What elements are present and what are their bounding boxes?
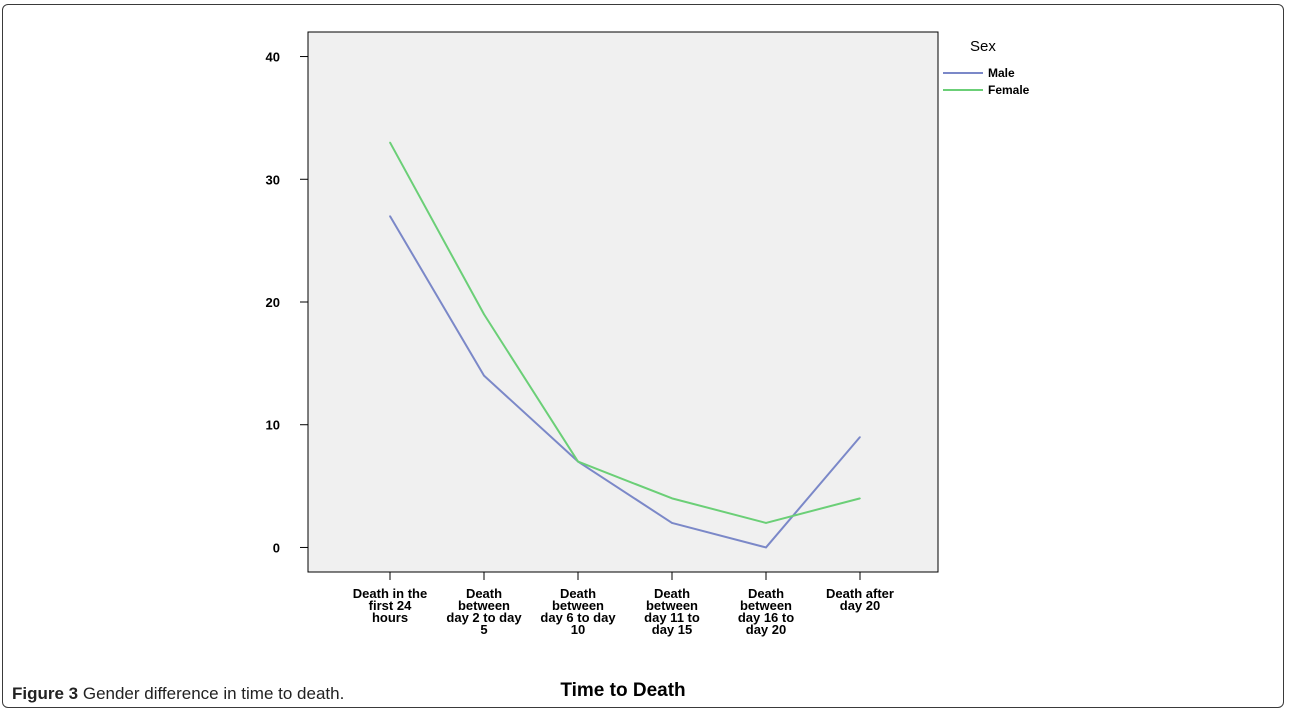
data-point-female	[483, 313, 485, 316]
plot-area	[307, 31, 939, 573]
data-point-male	[859, 436, 861, 438]
legend-label-female: Female	[988, 83, 1030, 97]
data-point-female	[765, 522, 767, 524]
legend: Sex Male Female	[943, 38, 1030, 97]
y-tick-label: 0	[273, 540, 280, 555]
x-tick-label: Death between day 6 to day 10	[540, 586, 616, 637]
caption-text: Gender difference in time to death.	[78, 684, 345, 703]
series-line-male	[389, 215, 861, 549]
data-point-male	[671, 522, 673, 524]
data-point-female	[577, 460, 579, 463]
x-axis-title: Time to Death	[560, 680, 685, 701]
data-point-male	[765, 546, 767, 549]
x-tick-label: Death between day 11 to day 15	[644, 586, 700, 637]
caption-label: Figure 3	[12, 684, 79, 703]
data-point-female	[671, 497, 673, 500]
y-tick-label: 30	[266, 172, 280, 187]
y-tick-label: 20	[266, 295, 280, 310]
data-point-male	[389, 215, 391, 217]
y-axis: 0 10 20 30 40	[266, 50, 308, 555]
x-tick-label: Death in the first 24 hours	[353, 586, 427, 625]
data-point-female	[389, 141, 391, 144]
data-point-female	[859, 497, 861, 500]
x-tick-label: Death between day 2 to day 5	[446, 586, 522, 637]
y-tick-label: 10	[266, 418, 280, 433]
legend-label-male: Male	[988, 66, 1015, 80]
legend-title: Sex	[970, 38, 996, 55]
series-group	[389, 141, 861, 549]
data-point-male	[483, 374, 485, 377]
series-line-female	[389, 141, 861, 524]
x-tick-label: Death after day 20	[826, 586, 894, 613]
figure-caption: Figure 3 Gender difference in time to de…	[12, 684, 344, 704]
y-tick-label: 40	[266, 50, 280, 65]
x-tick-label: Death between day 16 to day 20	[738, 586, 794, 637]
x-axis: Death in the first 24 hours Death between day…	[353, 572, 894, 637]
